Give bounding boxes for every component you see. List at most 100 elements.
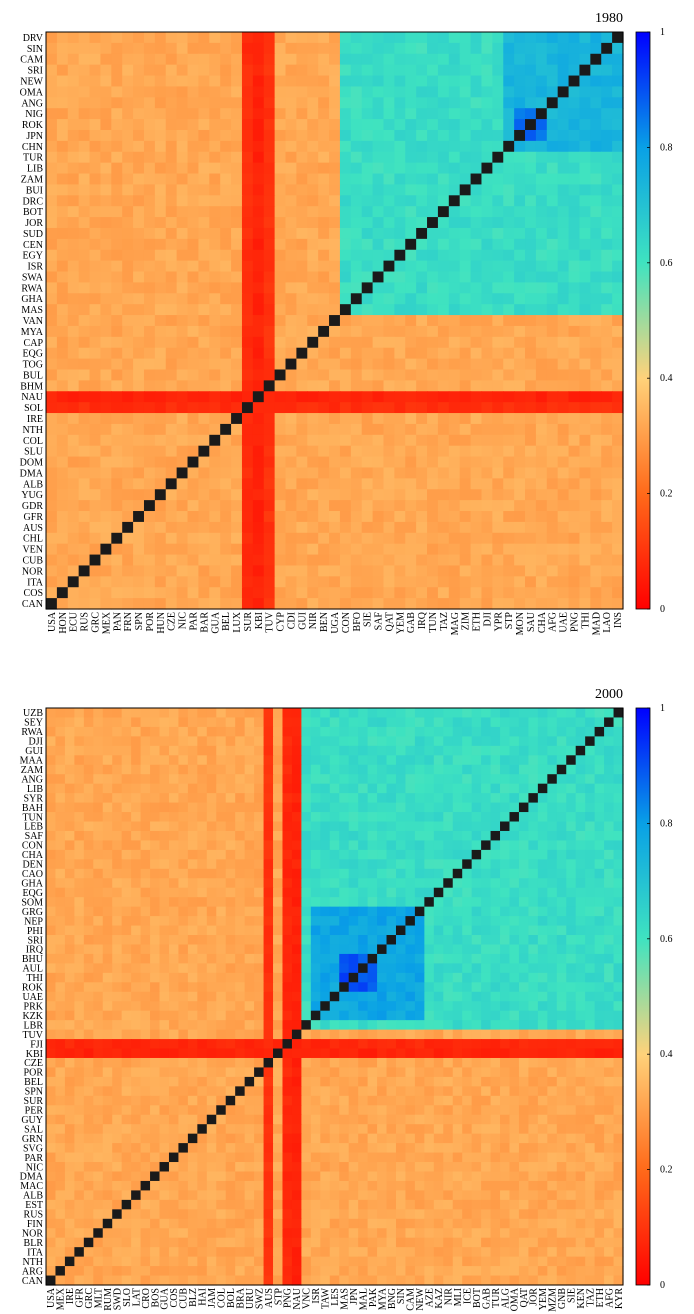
heatmap-cell [462,840,473,851]
heatmap-cell [263,151,276,164]
heatmap-cell [274,227,287,240]
heatmap-cell [535,119,548,131]
heatmap-cell [462,1001,473,1012]
heatmap-cell [111,315,123,327]
heatmap-cell [159,953,170,964]
heatmap-cell [241,489,254,501]
heatmap-cell [590,227,602,240]
heatmap-cell [481,916,492,927]
heatmap-cell [329,764,340,775]
heatmap-cell [612,119,624,131]
heatmap-cell [525,184,537,196]
heatmap-cell [601,369,613,381]
heatmap-cell [604,887,615,898]
heatmap-cell [122,162,134,175]
heatmap-cell [112,878,123,889]
heatmap-cell [590,195,602,207]
heatmap-cell [46,576,58,588]
heatmap-cell [252,598,265,610]
y-tick-label: NTH [22,425,43,436]
heatmap-cell [122,478,134,490]
heatmap-cell [383,249,395,262]
heatmap-cell [348,764,359,775]
heatmap-cell [165,249,178,262]
heatmap-cell [307,402,319,414]
heatmap-cell [394,119,406,131]
heatmap-cell [601,358,613,371]
heatmap-cell [78,598,91,610]
heatmap-cell [514,511,526,523]
y-tick-label: SIN [27,44,43,55]
heatmap-cell [216,878,227,889]
heatmap-cell [437,108,450,120]
heatmap-cell [89,380,102,392]
heatmap-cell [274,467,287,479]
heatmap-cell [452,982,463,993]
heatmap-cell [263,991,274,1002]
heatmap-cell [383,129,395,142]
heatmap-cell [557,402,570,414]
heatmap-cell [386,991,397,1002]
heatmap-cell [263,935,274,946]
heatmap-cell [459,489,472,501]
x-tick-label: THI [580,612,591,629]
heatmap-cell [296,336,308,349]
heatmap-cell [566,1001,577,1012]
heatmap-cell [100,64,112,77]
heatmap-cell [492,358,504,371]
heatmap-cell [252,238,265,251]
heatmap-cell [452,925,463,936]
heatmap-cell [187,543,200,556]
heatmap-cell [122,108,134,120]
heatmap-cell [395,745,407,756]
heatmap-cell [568,325,581,338]
heatmap-cell [500,736,511,747]
heatmap-cell [263,86,276,98]
heatmap-cell [448,500,461,512]
heatmap-cell [296,423,308,436]
heatmap-cell [301,774,312,785]
heatmap-cell [46,543,58,556]
heatmap-cell [178,849,189,860]
heatmap-cell [383,195,395,207]
heatmap-cell [220,119,232,131]
heatmap-cell [263,97,276,109]
heatmap-cell [285,325,297,338]
heatmap-cell [320,812,331,823]
heatmap-cell [74,897,85,908]
heatmap-cell [566,935,577,946]
heatmap-cell [329,162,341,175]
heatmap-cell [350,293,363,305]
heatmap-cell [383,42,395,55]
heatmap-cell [585,897,596,908]
heatmap-cell [282,1020,293,1031]
heatmap-cell [537,868,548,879]
heatmap-cell [535,532,548,545]
heatmap-cell [263,598,276,610]
heatmap-cell [537,906,548,917]
heatmap-cell [416,511,428,523]
heatmap-cell [367,726,378,737]
heatmap-cell [471,953,482,964]
heatmap-cell [310,802,321,813]
heatmap-cell [74,736,85,747]
heatmap-cell [307,358,319,371]
heatmap-cell [568,521,581,534]
heatmap-cell [358,982,369,993]
heatmap-cell [394,271,406,283]
heatmap-cell [111,336,123,349]
heatmap-cell [318,423,330,436]
heatmap-cell [263,783,274,794]
heatmap-cell [46,119,58,131]
heatmap-cell [329,445,341,458]
heatmap-cell [159,944,170,955]
heatmap-cell [282,963,293,974]
heatmap-cell [102,830,113,842]
heatmap-cell [78,53,91,66]
heatmap-cell [131,916,142,927]
heatmap-cell [263,347,276,360]
heatmap-cell [274,42,287,55]
heatmap-cell [566,897,577,908]
heatmap-cell [154,271,167,283]
heatmap-cell [111,543,123,556]
